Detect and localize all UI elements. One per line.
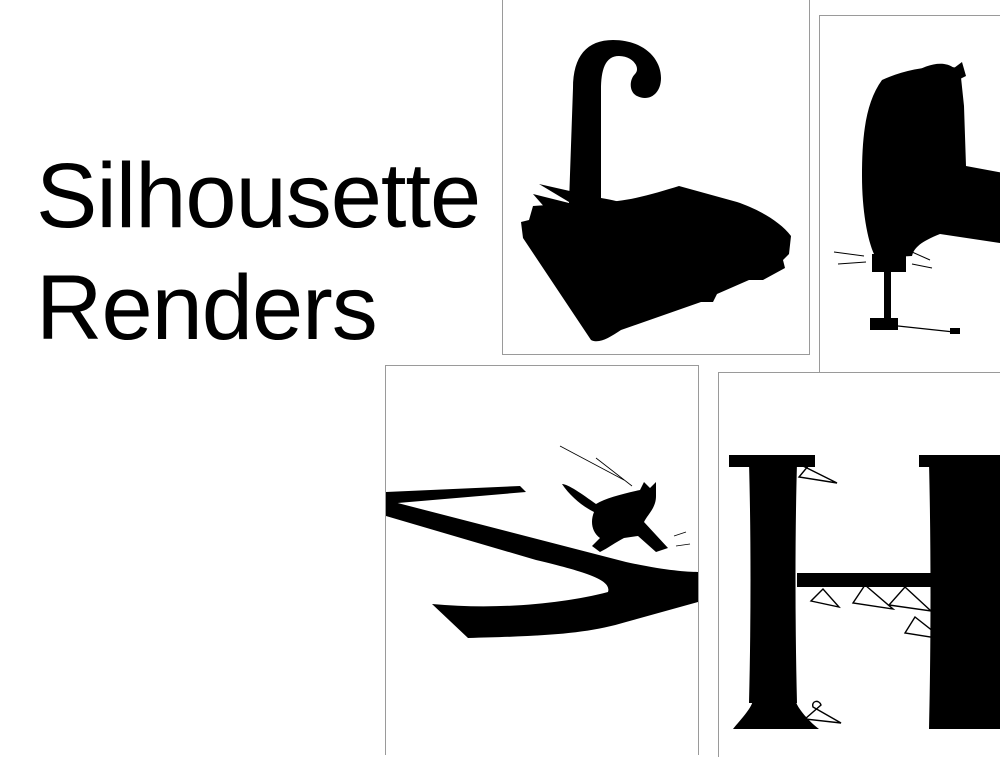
hammer-nail-icon [833, 62, 1000, 334]
title-line-1: Silhousette [36, 144, 481, 247]
silhouette-card-hammer [819, 15, 1000, 415]
title-line-2: Renders [36, 256, 378, 359]
page-title: Silhousette Renders [36, 140, 481, 364]
silhouette-card-hangers [718, 372, 1000, 757]
letter-h-hangers-icon [729, 455, 1000, 729]
letter-f-book-icon [521, 40, 791, 342]
cat-letter-j-icon [386, 445, 698, 638]
silhouette-card-cat [385, 365, 699, 755]
silhouette-card-book [502, 0, 810, 355]
